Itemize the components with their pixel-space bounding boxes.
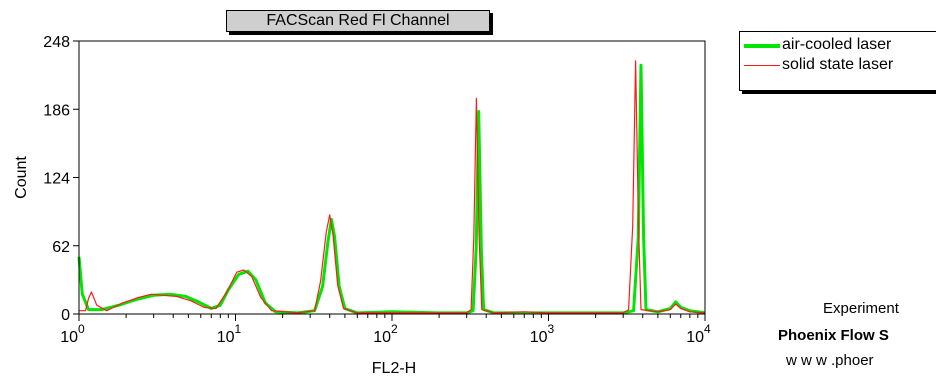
y-tick-label-124: 124 <box>43 171 70 188</box>
footer-website: w w w .phoer <box>786 352 874 369</box>
x-tick-label-exp-10: 1 <box>235 322 242 336</box>
chart-title: FACScan Red Fl Channel <box>226 10 490 32</box>
x-tick-label-base-1000: 10 <box>530 329 548 346</box>
series-line-solid-state <box>79 60 706 314</box>
x-tick-label-exp-10000: 4 <box>704 322 711 336</box>
y-tick-label-186: 186 <box>43 102 70 119</box>
x-tick-label-base-10000: 10 <box>686 329 704 346</box>
x-tick-label-base-10: 10 <box>217 329 235 346</box>
legend-swatch-solid-state <box>744 65 780 66</box>
y-axis-label: Count <box>13 156 30 199</box>
x-tick-label-exp-1000: 3 <box>548 322 555 336</box>
chart-legend: air-cooled laser solid state laser <box>739 31 936 91</box>
legend-swatch-air-cooled <box>744 44 780 48</box>
series-line-air-cooled <box>77 63 706 315</box>
x-axis-label: FL2-H <box>372 360 416 377</box>
footer-phoenix-flow: Phoenix Flow S <box>778 327 889 344</box>
y-tick-label-62: 62 <box>52 239 70 256</box>
footer-experiment: Experiment <box>823 300 899 317</box>
y-tick-label-248: 248 <box>43 34 70 51</box>
x-tick-label-exp-100: 2 <box>391 322 398 336</box>
x-tick-label-exp-1: 0 <box>78 322 85 336</box>
plot-frame <box>78 40 706 315</box>
legend-label-air-cooled: air-cooled laser <box>782 36 892 53</box>
x-tick-label-base-100: 10 <box>373 329 391 346</box>
y-tick-label-0: 0 <box>61 307 70 324</box>
legend-label-solid-state: solid state laser <box>782 56 894 73</box>
x-tick-label-base-1: 10 <box>60 329 78 346</box>
